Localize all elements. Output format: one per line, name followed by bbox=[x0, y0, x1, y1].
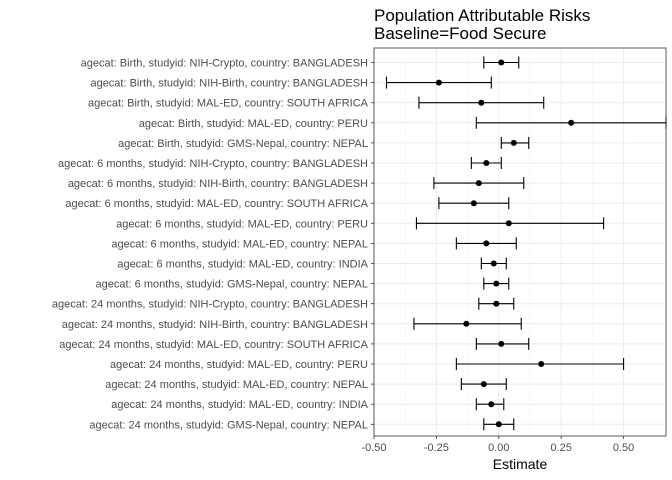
estimate-point bbox=[498, 59, 505, 66]
y-tick-label: agecat: Birth, studyid: NIH-Crypto, coun… bbox=[81, 58, 368, 70]
estimate-point bbox=[483, 240, 490, 247]
y-tick-label: agecat: Birth, studyid: NIH-Birth, count… bbox=[90, 78, 368, 90]
y-tick-label: agecat: 24 months, studyid: GMS-Nepal, c… bbox=[89, 419, 368, 431]
estimate-point bbox=[475, 180, 482, 187]
x-tick-label: -0.25 bbox=[424, 442, 449, 454]
estimate-point bbox=[510, 139, 517, 146]
estimate-point bbox=[505, 220, 512, 227]
y-tick-label: agecat: Birth, studyid: MAL-ED, country:… bbox=[139, 118, 368, 130]
plot-border bbox=[373, 47, 667, 437]
estimate-point bbox=[495, 421, 502, 428]
x-tick-label: -0.50 bbox=[361, 442, 386, 454]
estimate-point bbox=[478, 99, 485, 106]
y-tick-label: agecat: 6 months, studyid: MAL-ED, count… bbox=[117, 259, 368, 271]
y-tick-label: agecat: 6 months, studyid: NIH-Crypto, c… bbox=[58, 158, 368, 170]
estimate-point bbox=[480, 381, 487, 388]
y-tick-label: agecat: Birth, studyid: MAL-ED, country:… bbox=[88, 98, 369, 110]
estimate-point bbox=[538, 361, 545, 367]
y-tick-label: agecat: 24 months, studyid: MAL-ED, coun… bbox=[59, 339, 368, 351]
y-tick-label: agecat: 6 months, studyid: NIH-Birth, co… bbox=[68, 178, 368, 190]
chart-title: Population Attributable Risks bbox=[374, 6, 590, 25]
y-tick-label: agecat: 6 months, studyid: GMS-Nepal, co… bbox=[96, 279, 368, 291]
estimate-point bbox=[493, 300, 500, 307]
estimate-point bbox=[488, 401, 495, 408]
estimate-point bbox=[498, 340, 505, 347]
x-axis-title: Estimate bbox=[493, 456, 548, 472]
estimate-point bbox=[568, 119, 575, 126]
estimate-point bbox=[435, 79, 442, 86]
estimate-point bbox=[490, 260, 497, 267]
y-tick-label: agecat: 24 months, studyid: NIH-Birth, c… bbox=[62, 319, 368, 331]
y-tick-label: agecat: Birth, studyid: GMS-Nepal, count… bbox=[118, 138, 368, 150]
estimate-point bbox=[470, 200, 477, 207]
estimate-point bbox=[493, 280, 500, 287]
y-tick-labels: agecat: Birth, studyid: NIH-Crypto, coun… bbox=[52, 58, 374, 431]
x-tick-label: 0.00 bbox=[488, 442, 509, 454]
estimate-point bbox=[483, 160, 490, 166]
x-ticks: -0.50 -0.25 0.00 0.25 0.50 bbox=[361, 436, 634, 454]
y-tick-label: agecat: 24 months, studyid: MAL-ED, coun… bbox=[111, 399, 368, 411]
y-tick-label: agecat: 6 months, studyid: MAL-ED, count… bbox=[111, 238, 368, 250]
y-tick-label: agecat: 24 months, studyid: NIH-Crypto, … bbox=[52, 299, 368, 311]
plot-panel bbox=[374, 48, 666, 436]
x-tick-label: 0.25 bbox=[550, 442, 571, 454]
y-tick-label: agecat: 6 months, studyid: MAL-ED, count… bbox=[65, 198, 368, 210]
chart-subtitle: Baseline=Food Secure bbox=[374, 24, 546, 43]
x-tick-label: 0.50 bbox=[613, 442, 634, 454]
y-tick-label: agecat: 24 months, studyid: MAL-ED, coun… bbox=[110, 359, 368, 371]
marks-layer bbox=[385, 56, 667, 431]
y-tick-label: agecat: 24 months, studyid: MAL-ED, coun… bbox=[105, 379, 368, 391]
y-tick-label: agecat: 6 months, studyid: MAL-ED, count… bbox=[116, 218, 368, 230]
estimate-point bbox=[463, 320, 470, 327]
